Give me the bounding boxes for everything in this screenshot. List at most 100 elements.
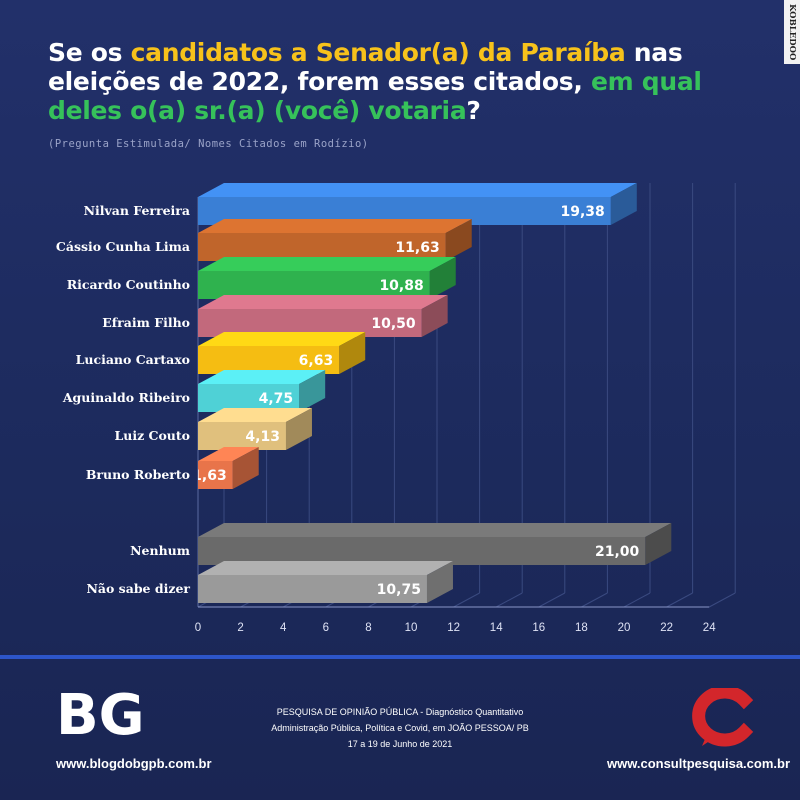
bar-top (198, 408, 312, 422)
category-label: Luciano Cartaxo (76, 352, 190, 367)
x-tick-label: 2 (237, 622, 243, 634)
bar-side (299, 370, 326, 412)
bars-layer: 19,38 11,63 10,88 10,50 6,63 4,75 4,13 1,63 21,0… (192, 183, 672, 603)
blog-url[interactable]: www.blogdobgpb.com.br (56, 756, 212, 771)
x-tick-label: 22 (660, 622, 673, 634)
category-label: Ricardo Coutinho (67, 277, 190, 292)
grid-line (453, 592, 480, 608)
grid-line (708, 592, 736, 608)
bar-top (198, 447, 259, 461)
bar: 11,63 (198, 219, 472, 261)
bar-value-label: 11,63 (395, 240, 439, 256)
bar-side (285, 408, 312, 450)
footer-divider (0, 655, 800, 659)
grid-line (495, 592, 523, 608)
category-label: Nilvan Ferreira (84, 203, 190, 218)
side-tab-logo: KOBLEDOO (784, 0, 800, 64)
category-label: Nenhum (130, 543, 190, 558)
bar: 10,75 (198, 561, 453, 603)
bar: 4,75 (198, 370, 326, 412)
category-label: Luiz Couto (114, 428, 190, 443)
x-tick-label: 0 (195, 622, 201, 634)
title-part-2: nas eleições de 2022, forem esses citado… (48, 38, 683, 96)
bar-front (198, 233, 446, 261)
survey-info-line-2: Administração Pública, Política e Covid,… (271, 723, 529, 733)
grid-line (581, 592, 608, 608)
bar-top (198, 257, 456, 271)
bar-top (198, 295, 448, 309)
bar-top (198, 183, 637, 197)
bar-side (610, 183, 637, 225)
bar: 4,13 (198, 408, 312, 450)
category-label: Cássio Cunha Lima (56, 239, 190, 254)
survey-info: PESQUISA DE OPINIÃO PÚBLICA - Diagnóstic… (220, 704, 580, 752)
title-part-1: candidatos a Senador(a) da Paraíba (130, 38, 626, 67)
bar-value-label: 21,00 (595, 544, 640, 560)
bar: 1,63 (192, 447, 259, 489)
consult-logo-icon (686, 685, 758, 752)
bar-value-label: 19,38 (560, 204, 604, 220)
bar-side (339, 332, 366, 374)
category-label: Não sabe dizer (86, 581, 190, 596)
category-label: Bruno Roberto (86, 467, 190, 482)
chart-subtitle: (Pregunta Estimulada/ Nomes Citados em R… (48, 138, 369, 150)
bar: 21,00 (198, 523, 672, 565)
bar: 6,63 (198, 332, 366, 374)
bar-front (198, 422, 286, 450)
bar-value-label: 4,75 (259, 391, 294, 407)
title-part-4: ? (466, 96, 481, 125)
page-title: Se os candidatos a Senador(a) da Paraíba… (48, 38, 728, 125)
bar: 10,88 (198, 257, 456, 299)
x-tick-label: 16 (532, 622, 545, 634)
x-tick-label: 6 (323, 622, 329, 634)
bar-value-label: 4,13 (245, 429, 280, 445)
bar-top (198, 370, 326, 384)
survey-info-line-1: PESQUISA DE OPINIÃO PÚBLICA - Diagnóstic… (276, 707, 524, 717)
category-label: Efraim Filho (102, 315, 190, 330)
bar-top (198, 219, 472, 233)
x-tick-label: 4 (280, 622, 287, 634)
title-part-0: Se os (48, 38, 131, 67)
grid-line (538, 592, 566, 608)
bar-value-label: 1,63 (192, 468, 227, 484)
consult-url[interactable]: www.consultpesquisa.com.br (607, 756, 790, 771)
x-tick-label: 20 (618, 622, 631, 634)
bar-value-label: 10,88 (379, 278, 423, 294)
bar: 19,38 (198, 183, 637, 225)
bar-side (232, 447, 259, 489)
x-tick-label: 10 (405, 622, 418, 634)
bar-front (198, 461, 233, 489)
bg-logo: BG (56, 683, 146, 748)
bar-front (198, 537, 646, 565)
grid-line (666, 592, 693, 608)
category-label: Aguinaldo Ribeiro (62, 390, 190, 405)
bar-top (198, 523, 672, 537)
survey-info-line-3: 17 a 19 de Junho de 2021 (347, 739, 453, 749)
bar-chart: 19,38 11,63 10,88 10,50 6,63 4,75 4,13 1,63 21,0… (56, 183, 736, 634)
x-axis: 0 2 4 6 8 10 12 14 16 18 20 22 24 (195, 622, 716, 634)
bar: 10,50 (198, 295, 448, 337)
bar-side (429, 257, 456, 299)
bar-value-label: 10,50 (371, 316, 416, 332)
x-tick-label: 24 (703, 622, 716, 634)
category-labels: Nilvan Ferreira Cássio Cunha Lima Ricardo … (56, 203, 190, 596)
bar-side (426, 561, 453, 603)
x-tick-label: 8 (365, 622, 371, 634)
bar-front (198, 575, 427, 603)
bar-top (198, 332, 366, 346)
bar-side (421, 295, 448, 337)
title-part-3: em qual deles o(a) sr.(a) (você) votaria (48, 67, 702, 125)
bar-front (198, 271, 430, 299)
bar-front (198, 346, 340, 374)
bar-top (198, 561, 453, 575)
bar-front (198, 384, 300, 412)
bg-logo-text: BG (56, 684, 145, 740)
bar-side (445, 219, 472, 261)
bar-value-label: 6,63 (299, 353, 334, 369)
x-tick-label: 14 (490, 622, 503, 634)
bar-side (645, 523, 672, 565)
x-tick-label: 12 (447, 622, 460, 634)
bar-value-label: 10,75 (377, 582, 421, 598)
grid-line (623, 592, 651, 608)
x-tick-label: 18 (575, 622, 588, 634)
